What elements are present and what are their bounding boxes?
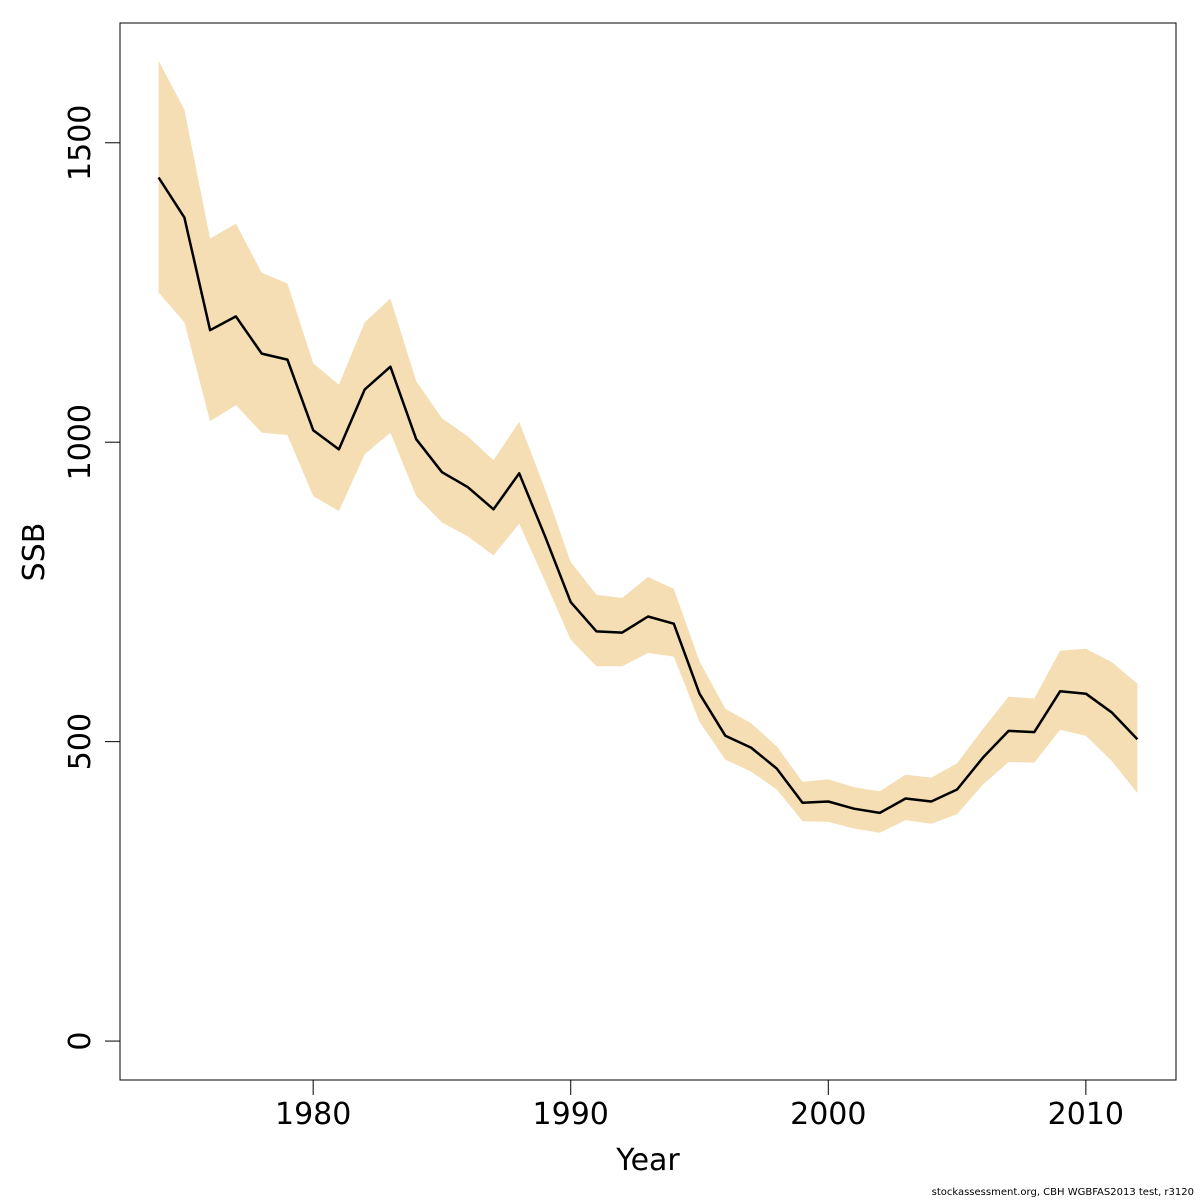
y-axis-title: SSB [17, 523, 52, 582]
y-tick-label: 500 [63, 713, 98, 770]
x-tick-label: 1990 [533, 1097, 609, 1132]
ssb-confidence-band [158, 60, 1138, 833]
plot-frame [119, 22, 1177, 1081]
y-tick-label: 1000 [63, 404, 98, 480]
y-tick-label: 0 [63, 1032, 98, 1051]
confidence-band-layer [158, 60, 1138, 833]
y-axis: 0 500 1000 1500 [63, 105, 120, 1051]
x-axis: 1980 1990 2000 2010 [275, 1080, 1124, 1132]
y-tick-label: 1500 [63, 105, 98, 181]
footer-credit: stockassessment.org, CBH WGBFAS2013 test… [931, 1187, 1194, 1198]
ssb-series-line [157, 176, 1139, 815]
x-tick-label: 1980 [275, 1097, 351, 1132]
x-tick-label: 2000 [790, 1097, 866, 1132]
x-tick-label: 2010 [1048, 1097, 1124, 1132]
x-axis-title: Year [615, 1143, 680, 1178]
ssb-line-layer [157, 176, 1139, 815]
